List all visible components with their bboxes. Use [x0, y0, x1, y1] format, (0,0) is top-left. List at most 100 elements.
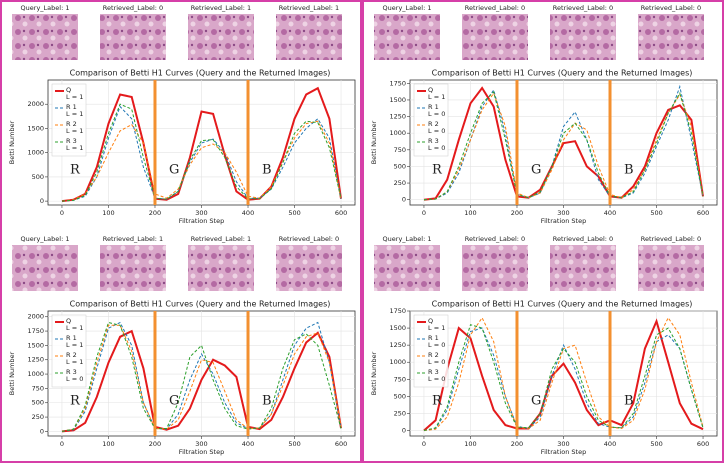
y-tick-label: 0 — [40, 427, 44, 435]
legend-label: L = 1 — [66, 324, 83, 332]
legend-label: L = 0 — [428, 358, 445, 366]
image-label: Retrieved_Label: 1 — [279, 4, 339, 12]
y-axis-label: Betti Number — [8, 120, 16, 164]
thumbnail — [188, 245, 254, 291]
x-tick-label: 600 — [335, 440, 347, 448]
legend-name: Q — [66, 86, 71, 94]
series-line — [61, 321, 342, 432]
legend-name: R 1 — [428, 103, 439, 111]
x-tick-label: 0 — [60, 209, 64, 217]
thumbnail — [374, 245, 440, 291]
x-tick-label: 200 — [149, 440, 161, 448]
legend-label: L = 0 — [66, 375, 83, 383]
thumbnail — [100, 245, 166, 291]
thumbnail — [462, 245, 528, 291]
y-tick-label: 1000 — [389, 358, 406, 366]
region-label: B — [262, 394, 272, 409]
legend-name: Q — [428, 317, 433, 325]
x-axis-label: Filtration Step — [541, 217, 586, 225]
y-tick-label: 1500 — [389, 324, 406, 332]
series-line — [423, 84, 704, 201]
legend-box — [51, 314, 87, 388]
legend-name: R 1 — [66, 334, 77, 342]
x-tick-label: 300 — [195, 440, 207, 448]
x-tick-label: 500 — [288, 440, 300, 448]
x-tick-label: 0 — [422, 209, 426, 217]
x-tick-label: 600 — [335, 209, 347, 217]
region-label: B — [262, 163, 272, 178]
legend-box — [413, 314, 449, 388]
legend-label: L = 1 — [66, 127, 83, 135]
series-line — [61, 324, 342, 432]
y-tick-label: 500 — [394, 392, 406, 400]
legend-name: Q — [66, 317, 71, 325]
y-axis-label: Betti Number — [370, 120, 378, 164]
chart-title: Comparison of Betti H1 Curves (Query and… — [70, 300, 331, 309]
x-tick-label: 400 — [604, 440, 616, 448]
image-label: Retrieved_Label: 1 — [191, 4, 251, 12]
legend-name: R 3 — [428, 137, 439, 145]
image-label: Retrieved_Label: 0 — [103, 4, 163, 12]
series-line — [423, 316, 704, 431]
y-tick-label: 1500 — [27, 341, 44, 349]
legend-name: R 2 — [66, 351, 77, 359]
x-tick-label: 100 — [102, 440, 114, 448]
thumbnail — [638, 14, 704, 60]
series-line — [423, 324, 704, 431]
image-label: Retrieved_Label: 0 — [553, 235, 613, 243]
y-tick-label: 2000 — [27, 100, 44, 108]
legend-name: R 3 — [428, 368, 439, 376]
series-line — [423, 92, 704, 201]
region-label: R — [70, 394, 81, 409]
y-tick-label: 1250 — [389, 341, 406, 349]
image-label: Retrieved_Label: 0 — [279, 235, 339, 243]
y-tick-label: 0 — [40, 197, 44, 205]
legend-name: R 2 — [428, 351, 439, 359]
legend-label: L = 1 — [428, 324, 445, 332]
y-tick-label: 1500 — [389, 96, 406, 104]
thumbnail — [12, 14, 78, 60]
x-tick-label: 100 — [102, 209, 114, 217]
y-tick-label: 250 — [394, 179, 406, 187]
series-line — [61, 120, 342, 202]
legend-label: L = 0 — [428, 110, 445, 118]
y-tick-label: 1500 — [27, 124, 44, 132]
legend-name: R 3 — [66, 137, 77, 145]
y-tick-label: 750 — [394, 375, 406, 383]
thumbnail — [550, 245, 616, 291]
x-tick-label: 300 — [557, 440, 569, 448]
thumbnail — [188, 14, 254, 60]
legend-name: Q — [428, 86, 433, 94]
thumbnail — [276, 14, 342, 60]
series-line — [61, 321, 342, 432]
y-axis-label: Betti Number — [370, 351, 378, 395]
y-tick-label: 1000 — [27, 370, 44, 378]
series-line — [423, 86, 704, 201]
x-tick-label: 200 — [511, 440, 523, 448]
y-tick-label: 1250 — [389, 113, 406, 121]
series-line — [61, 329, 342, 433]
legend-label: L = 1 — [66, 93, 83, 101]
region-label: B — [624, 163, 634, 178]
y-tick-label: 750 — [32, 384, 44, 392]
x-tick-label: 100 — [464, 440, 476, 448]
y-tick-label: 1250 — [27, 356, 44, 364]
thumbnail — [276, 245, 342, 291]
legend-name: R 1 — [66, 103, 77, 111]
y-tick-label: 1750 — [389, 307, 406, 315]
legend-label: L = 1 — [66, 110, 83, 118]
series-line — [61, 105, 342, 202]
thumbnail — [638, 245, 704, 291]
x-tick-label: 400 — [242, 440, 254, 448]
x-tick-label: 500 — [650, 209, 662, 217]
image-label: Retrieved_Label: 0 — [465, 4, 525, 12]
legend-name: R 2 — [428, 120, 439, 128]
legend-box — [413, 83, 449, 157]
image-label: Query_Label: 1 — [383, 4, 432, 12]
y-tick-label: 0 — [402, 196, 406, 204]
image-label: Retrieved_Label: 0 — [641, 4, 701, 12]
y-tick-label: 2000 — [27, 313, 44, 321]
y-axis-label: Betti Number — [8, 351, 16, 395]
chart-title: Comparison of Betti H1 Curves (Query and… — [432, 69, 693, 78]
